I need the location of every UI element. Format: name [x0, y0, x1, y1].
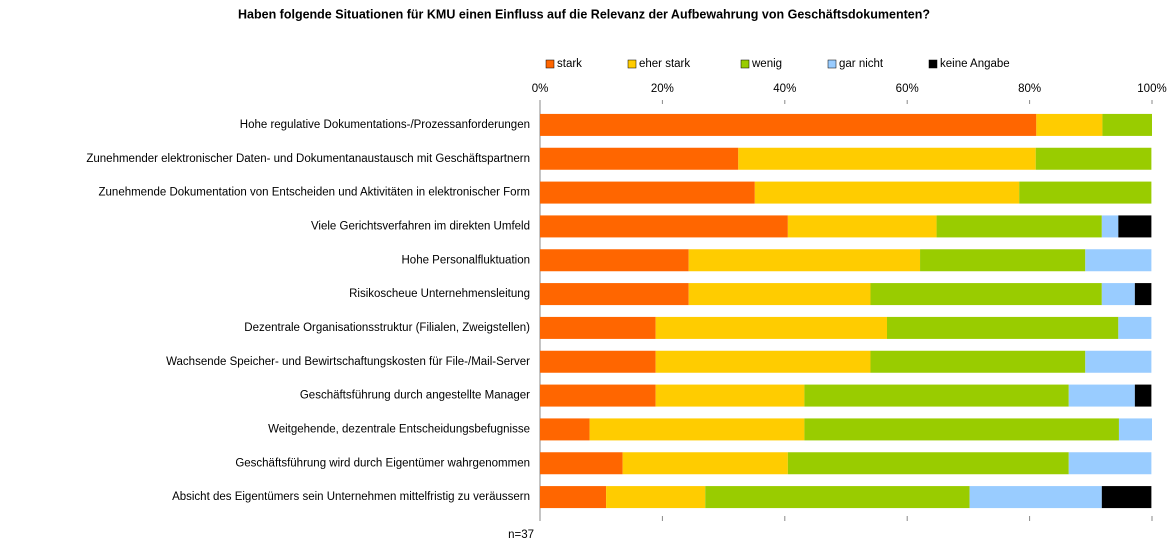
bar-segment: [1102, 113, 1152, 136]
bar-segment: [1118, 316, 1152, 339]
bar-segment: [1068, 452, 1152, 475]
bar-segment: [1101, 215, 1119, 238]
bar-segment: [606, 486, 706, 509]
bar-segment: [622, 452, 788, 475]
bar-segment: [655, 384, 805, 407]
bar-segment: [1118, 215, 1152, 238]
x-tick-label: 60%: [896, 83, 919, 95]
bar-segment: [540, 283, 689, 306]
legend-swatch: [627, 59, 637, 69]
bar-segment: [589, 418, 805, 441]
bar-segment: [1134, 283, 1152, 306]
bar-segment: [540, 452, 623, 475]
y-tick-label: Viele Gerichtsverfahren im direkten Umfe…: [311, 220, 530, 232]
bar-segment: [540, 215, 788, 238]
y-tick-label: Hohe Personalfluktuation: [402, 254, 531, 266]
bar-segment: [920, 249, 1086, 272]
bar-segment: [540, 113, 1037, 136]
legend-label: keine Angabe: [940, 58, 1010, 70]
bar-segment: [1101, 486, 1152, 509]
y-tick-label: Geschäftsführung durch angestellte Manag…: [300, 390, 530, 402]
bar-segment: [738, 147, 1036, 170]
bar-segment: [754, 181, 1020, 204]
bar-segment: [804, 384, 1069, 407]
legend-swatch: [545, 59, 555, 69]
bar-segment: [540, 249, 689, 272]
x-tick-label: 40%: [773, 83, 796, 95]
legend-swatch: [928, 59, 938, 69]
legend-label: eher stark: [639, 58, 690, 70]
y-tick-label: Weitgehende, dezentrale Entscheidungsbef…: [268, 423, 530, 435]
bar-segment: [1085, 249, 1152, 272]
bar-segment: [1101, 283, 1135, 306]
bar-segment: [540, 147, 739, 170]
x-tick-label: 100%: [1137, 83, 1166, 95]
bar-segment: [540, 316, 656, 339]
bar-segment: [705, 486, 970, 509]
x-tick-label: 20%: [651, 83, 674, 95]
y-tick-label: Risikoscheue Unternehmensleitung: [349, 288, 530, 300]
bar-segment: [1068, 384, 1135, 407]
bar-segment: [936, 215, 1102, 238]
bar-segment: [540, 384, 656, 407]
legend-label: wenig: [751, 58, 782, 70]
bar-segment: [655, 316, 888, 339]
bar-segment: [870, 350, 1086, 373]
bar-segment: [688, 249, 921, 272]
bar-segment: [804, 418, 1119, 441]
bar-segment: [540, 418, 590, 441]
bar-segment: [540, 486, 607, 509]
bar-segment: [688, 283, 871, 306]
bar-segment: [787, 452, 1069, 475]
bar-segment: [787, 215, 937, 238]
y-tick-label: Zunehmende Dokumentation von Entscheiden…: [99, 187, 531, 199]
bar-segment: [1036, 113, 1103, 136]
y-tick-label: Absicht des Eigentümers sein Unternehmen…: [172, 491, 530, 503]
y-tick-label: Geschäftsführung wird durch Eigentümer w…: [235, 457, 530, 469]
bar-segment: [655, 350, 871, 373]
bar-segment: [540, 350, 656, 373]
bar-segment: [1118, 418, 1152, 441]
legend-label: stark: [557, 58, 582, 70]
bar-segment: [969, 486, 1102, 509]
y-tick-label: Hohe regulative Dokumentations-/Prozessa…: [240, 119, 530, 131]
bar-segment: [887, 316, 1119, 339]
x-tick-label: 80%: [1018, 83, 1041, 95]
legend-swatch: [740, 59, 750, 69]
bar-segment: [540, 181, 755, 204]
x-tick-label: 0%: [532, 83, 549, 95]
y-tick-label: Dezentrale Organisationsstruktur (Filial…: [244, 322, 530, 334]
chart-title: Haben folgende Situationen für KMU einen…: [238, 7, 930, 21]
bar-segment: [1134, 384, 1152, 407]
bar-segment: [1085, 350, 1152, 373]
legend-label: gar nicht: [839, 58, 884, 70]
y-tick-label: Wachsende Speicher- und Bewirtschaftungs…: [166, 356, 530, 368]
annotation: n=37: [508, 529, 534, 541]
bar-segment: [870, 283, 1102, 306]
bar-segment: [1035, 147, 1152, 170]
legend-swatch: [827, 59, 837, 69]
y-tick-label: Zunehmender elektronischer Daten- und Do…: [86, 153, 530, 165]
bar-segment: [1019, 181, 1152, 204]
